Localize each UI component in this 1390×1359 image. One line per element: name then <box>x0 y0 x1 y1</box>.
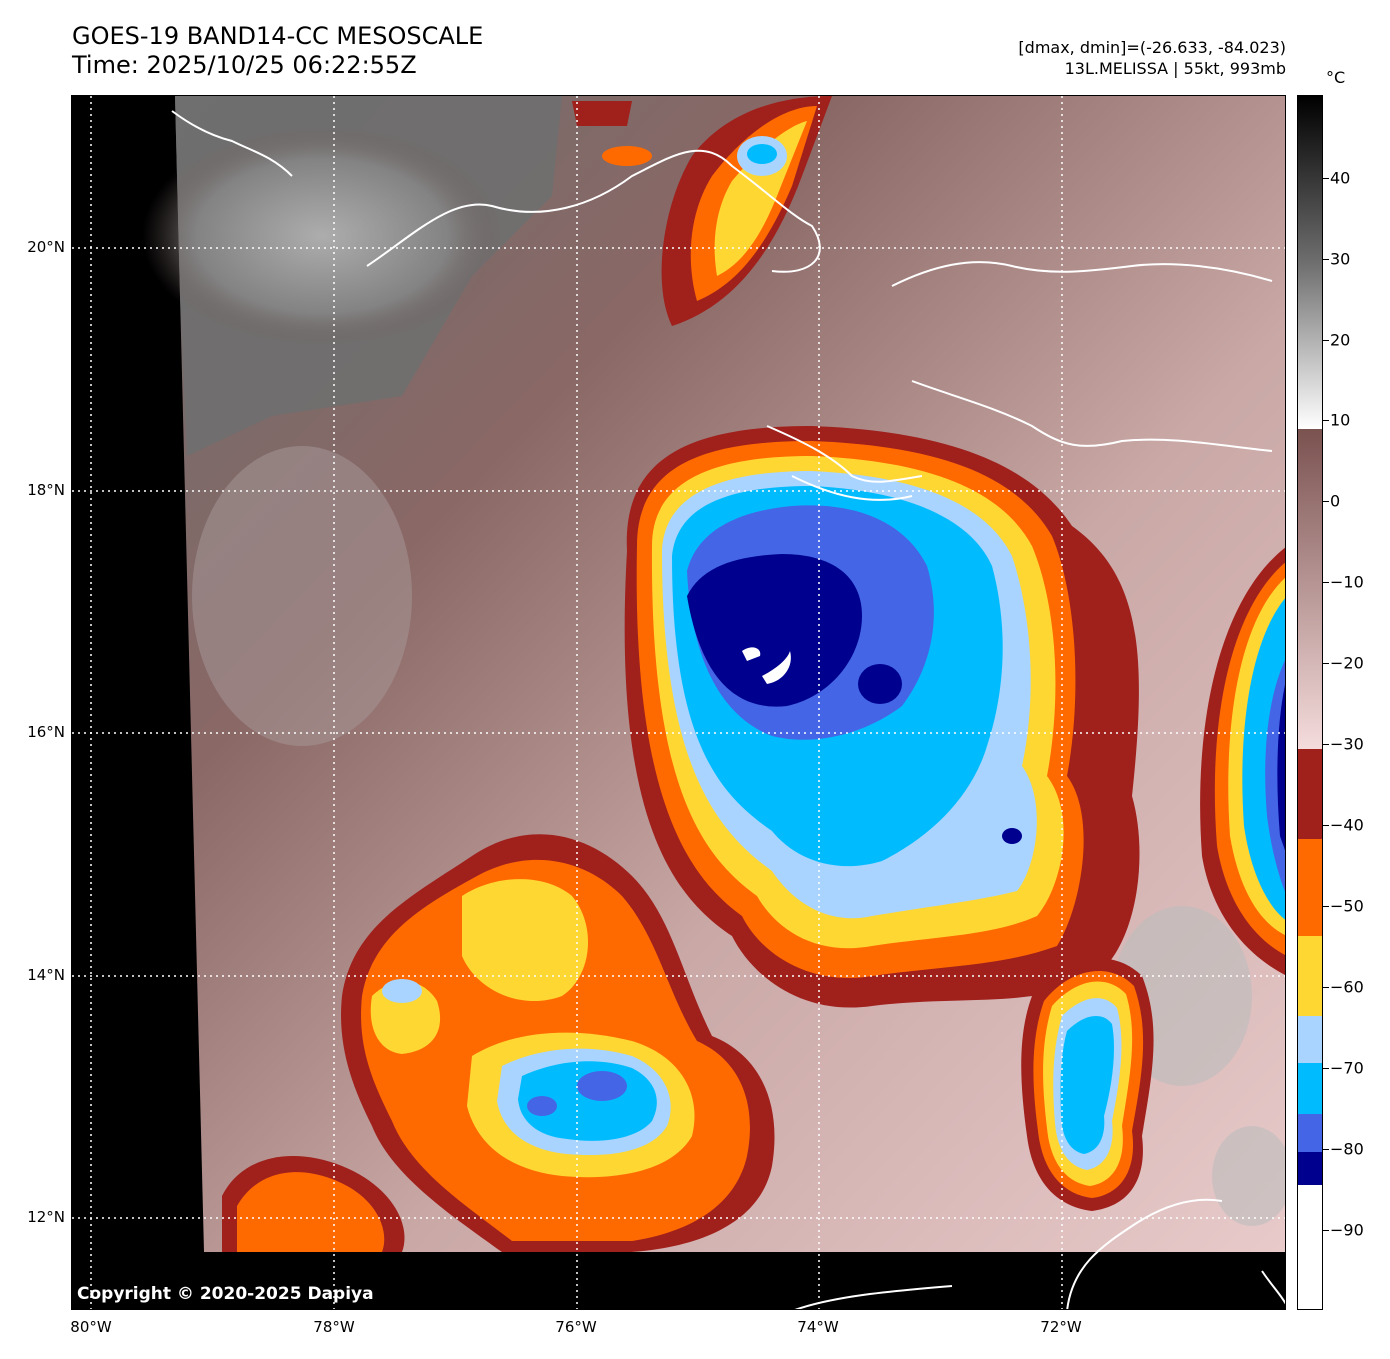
lat-label-20n: 20°N <box>27 238 65 256</box>
timestamp: Time: 2025/10/25 06:22:55Z <box>72 51 417 79</box>
colorbar-label: 20 <box>1330 330 1351 350</box>
colorbar-label: 30 <box>1330 249 1351 269</box>
coastlines <box>171 110 1285 1309</box>
colorbar-unit: °C <box>1326 68 1346 87</box>
lon-label-78w: 78°W <box>313 1318 355 1336</box>
colorbar-label: −70 <box>1330 1058 1364 1078</box>
southwest-convection <box>222 834 775 1252</box>
satellite-map <box>71 95 1286 1310</box>
colorbar-label: 40 <box>1330 168 1351 188</box>
lat-label-12n: 12°N <box>27 1208 65 1226</box>
colorbar-label: −10 <box>1330 572 1364 592</box>
storm-melissa <box>624 426 1140 1008</box>
copyright-text: Copyright © 2020-2025 Dapiya <box>77 1284 374 1304</box>
lon-label-76w: 76°W <box>555 1318 597 1336</box>
storm-info: 13L.MELISSA | 55kt, 993mb <box>1064 59 1286 78</box>
colorbar-label: −20 <box>1330 653 1364 673</box>
chart-title: GOES-19 BAND14-CC MESOSCALE <box>72 22 484 50</box>
colorbar-label: −30 <box>1330 734 1364 754</box>
lat-label-16n: 16°N <box>27 723 65 741</box>
lon-label-74w: 74°W <box>797 1318 839 1336</box>
lat-label-14n: 14°N <box>27 966 65 984</box>
colorbar-label: −60 <box>1330 977 1364 997</box>
southeast-convection <box>1021 958 1154 1211</box>
northern-convection-band <box>572 96 832 326</box>
colorbar-label: −50 <box>1330 896 1364 916</box>
colorbar-label: −80 <box>1330 1139 1364 1159</box>
temperature-range: [dmax, dmin]=(-26.633, -84.023) <box>1018 38 1286 57</box>
lon-label-72w: 72°W <box>1040 1318 1082 1336</box>
lat-label-18n: 18°N <box>27 481 65 499</box>
graticule <box>72 96 1285 1309</box>
colorbar <box>1297 95 1323 1310</box>
eastern-storm-edge <box>1200 547 1285 975</box>
colorbar-label: 10 <box>1330 410 1351 430</box>
lon-label-80w: 80°W <box>70 1318 112 1336</box>
colorbar-label: −90 <box>1330 1220 1364 1240</box>
colorbar-label: 0 <box>1330 491 1341 511</box>
colorbar-label: −40 <box>1330 815 1364 835</box>
